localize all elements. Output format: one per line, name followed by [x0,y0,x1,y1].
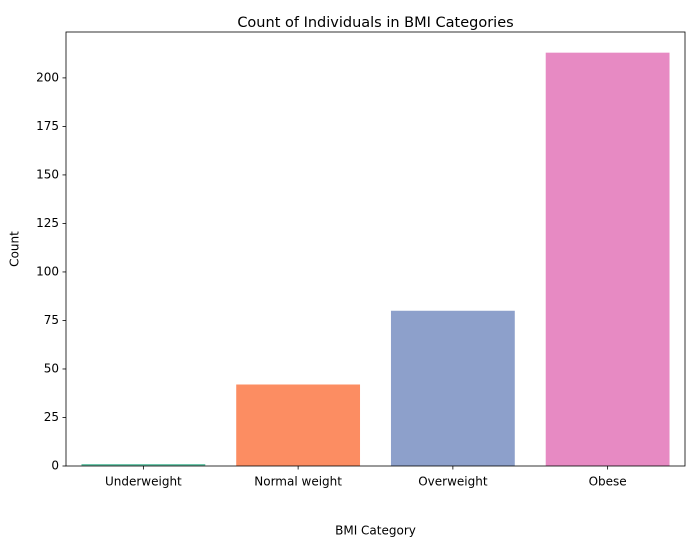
y-tick-label: 100 [36,264,59,278]
bars-layer [81,52,670,467]
x-tick-label: Underweight [105,475,182,489]
x-axis-ticks: Underweight Normal weight Overweight Obese [105,466,627,489]
y-tick-label: 150 [36,167,59,181]
y-axis-label: Count [8,231,22,267]
bar-obese [545,52,670,467]
y-tick-label: 75 [44,313,59,327]
x-tick-label: Normal weight [254,475,342,489]
y-tick-label: 200 [36,70,59,84]
x-tick-label: Obese [589,475,627,489]
y-tick-label: 0 [51,459,59,473]
bar-underweight [81,464,206,466]
y-tick-label: 25 [44,410,59,424]
bar-overweight [390,310,515,466]
plot-frame [65,31,686,467]
y-tick-label: 125 [36,216,59,230]
x-axis-label: BMI Category [335,524,416,538]
y-tick-label: 50 [44,361,59,375]
x-tick-label: Overweight [418,475,488,489]
y-axis-ticks: 0 25 50 75 100 125 150 175 200 [36,70,66,473]
y-tick-label: 175 [36,119,59,133]
chart-title: Count of Individuals in BMI Categories [237,15,513,31]
bar-normal-weight [236,384,361,466]
